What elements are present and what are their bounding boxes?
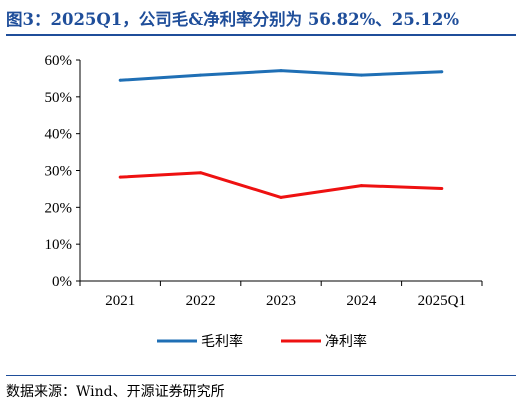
source-note: 数据来源：Wind、开源证券研究所 bbox=[6, 384, 225, 400]
chart-title: 图3：2025Q1，公司毛&净利率分别为 56.82%、25.12% bbox=[6, 10, 460, 29]
data-point bbox=[279, 195, 283, 199]
data-point bbox=[199, 73, 203, 77]
y-tick-label: 30% bbox=[45, 164, 73, 180]
data-point bbox=[359, 73, 363, 77]
y-tick-label: 50% bbox=[45, 90, 73, 106]
data-point bbox=[440, 186, 444, 190]
y-tick-label: 60% bbox=[45, 53, 73, 69]
series-line-2 bbox=[120, 171, 442, 199]
x-tick-label: 2023 bbox=[266, 293, 296, 309]
x-tick-label: 2021 bbox=[105, 293, 135, 309]
y-tick-label: 40% bbox=[45, 127, 73, 143]
data-point bbox=[440, 70, 444, 74]
legend-label: 净利率 bbox=[325, 333, 367, 350]
x-tick-label: 2025Q1 bbox=[418, 293, 466, 309]
data-point bbox=[118, 78, 122, 82]
data-point bbox=[279, 69, 283, 73]
title-rule bbox=[6, 34, 516, 36]
source-rule bbox=[6, 375, 516, 376]
data-point bbox=[199, 171, 203, 175]
data-point bbox=[118, 175, 122, 179]
x-tick-label: 2022 bbox=[186, 293, 216, 309]
y-tick-label: 20% bbox=[45, 200, 73, 216]
x-tick-label: 2024 bbox=[346, 293, 377, 309]
legend-label: 毛利率 bbox=[201, 333, 243, 350]
data-point bbox=[359, 184, 363, 188]
y-tick-label: 0% bbox=[52, 274, 72, 290]
y-tick-label: 10% bbox=[45, 237, 73, 253]
